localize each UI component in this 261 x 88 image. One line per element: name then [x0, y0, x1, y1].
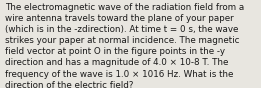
Text: The electromagnetic wave of the radiation field from a wire antenna travels towa: The electromagnetic wave of the radiatio… [5, 3, 244, 88]
